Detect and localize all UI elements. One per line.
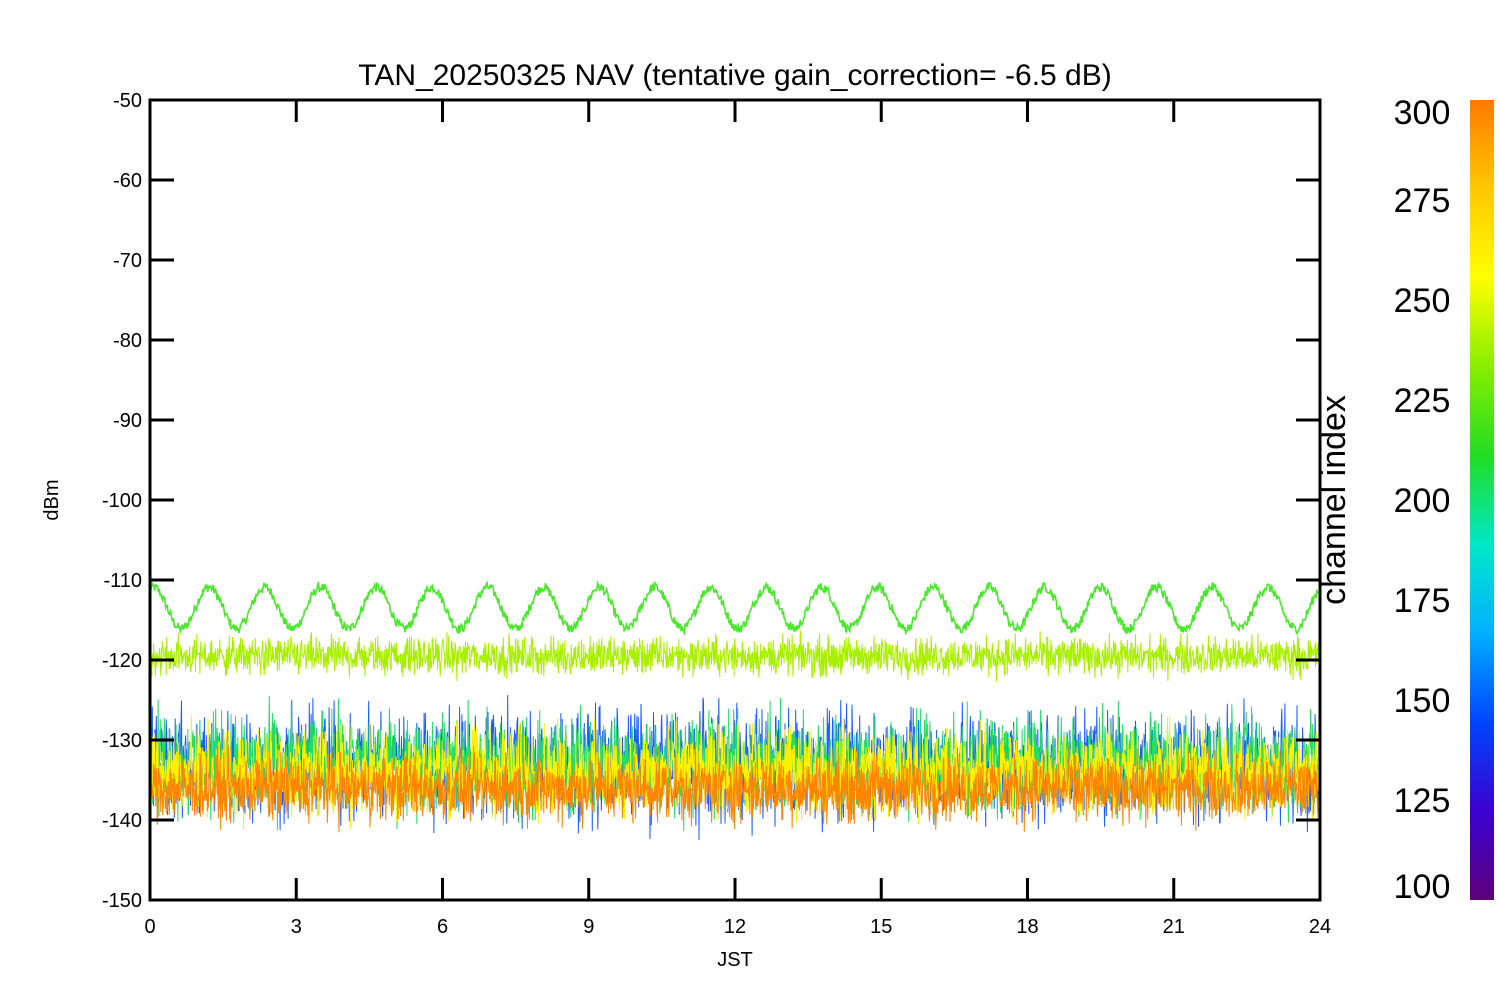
x-tick-label: 24: [1309, 916, 1331, 938]
y-tick-label: -50: [113, 90, 142, 112]
y-tick-label: -60: [113, 170, 142, 192]
y-tick-label: -80: [113, 330, 142, 352]
colorbar-tick-label: 300: [1394, 94, 1451, 132]
chart-title: TAN_20250325 NAV (tentative gain_correct…: [358, 59, 1112, 92]
series-layer: [150, 580, 1320, 841]
colorbar-tick-label: 250: [1394, 282, 1451, 320]
colorbar: [1470, 100, 1494, 900]
x-tick-label: 12: [724, 916, 746, 938]
colorbar-tick-label: 175: [1394, 582, 1451, 620]
colorbar-ticks: 100 125 150 175 200 225 250 275 300: [1394, 94, 1451, 906]
series-line-278: [150, 715, 1320, 830]
colorbar-tick-label: 225: [1394, 382, 1451, 420]
x-tick-label: 0: [144, 916, 155, 938]
y-tick-label: -140: [102, 810, 142, 832]
y-tick-label: -70: [113, 250, 142, 272]
y-tick-label: -100: [102, 490, 142, 512]
x-tick-label: 18: [1016, 916, 1038, 938]
colorbar-label: channel index: [1315, 395, 1353, 605]
x-tick-label: 15: [870, 916, 892, 938]
colorbar-tick-label: 150: [1394, 682, 1451, 720]
series-line-240: [150, 580, 1320, 637]
y-tick-label: -110: [103, 570, 142, 592]
colorbar-tick-label: 100: [1394, 868, 1451, 906]
x-tick-label: 21: [1163, 916, 1185, 938]
colorbar-tick-label: 275: [1394, 182, 1451, 220]
x-tick-label: 6: [437, 916, 448, 938]
x-tick-label: 3: [291, 916, 302, 938]
x-axis-label: JST: [717, 949, 753, 971]
series-line-292: [150, 741, 1320, 833]
colorbar-tick-label: 125: [1394, 782, 1451, 820]
colorbar-tick-label: 200: [1394, 482, 1451, 520]
tick-layer: 0 3 6 9 12 15 18 21 24 -50 -60 -70 -80 -90 -100 -110 -12…: [102, 90, 1331, 938]
series-line-262: [150, 630, 1320, 682]
x-tick-label: 9: [583, 916, 594, 938]
y-tick-label: -120: [102, 650, 142, 672]
y-tick-label: -150: [102, 890, 142, 912]
y-axis-label: dBm: [41, 479, 63, 520]
y-tick-label: -130: [102, 730, 142, 752]
y-tick-label: -90: [113, 410, 142, 432]
